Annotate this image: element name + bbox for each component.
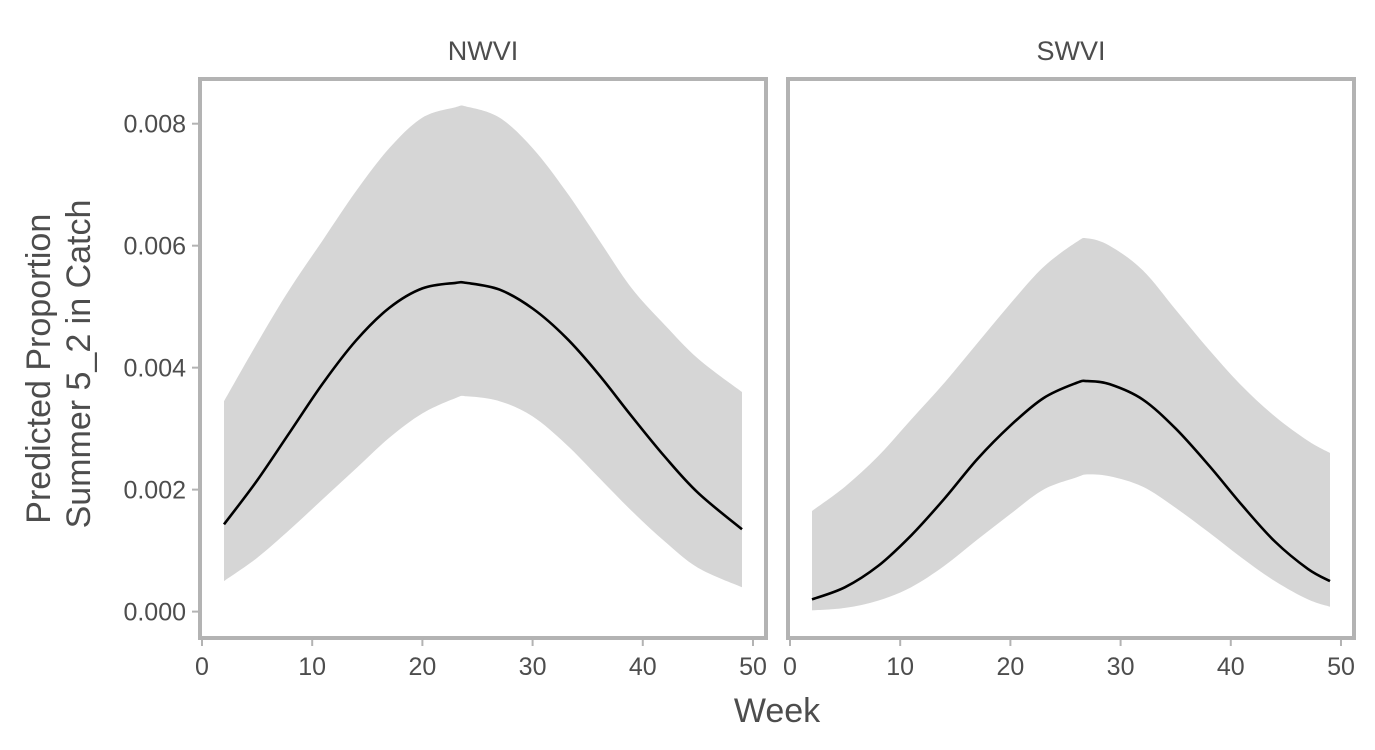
y-axis-title-line-2: Summer 5_2 in Catch	[60, 200, 98, 529]
panel-frame	[786, 77, 1356, 640]
x-tick-label: 50	[1327, 653, 1355, 681]
x-tick-label: 30	[519, 653, 547, 681]
x-tick-label: 50	[739, 653, 767, 681]
panel-title: NWVI	[448, 36, 519, 66]
x-tick-label: 20	[996, 653, 1024, 681]
x-tick-label: 40	[629, 653, 657, 681]
x-tick-label: 10	[298, 653, 326, 681]
panel-nwvi: NWVI 0 10 20 30 40 50 0.000 0.002 0.004 0.006 0.008	[123, 36, 768, 681]
confidence-band	[812, 237, 1330, 611]
y-axis-title: Predicted Proportion Summer 5_2 in Catch	[20, 200, 98, 529]
confidence-band	[224, 105, 742, 588]
x-tick-label: 20	[408, 653, 436, 681]
panel-swvi: SWVI 0 10 20 30 40 50	[783, 36, 1356, 681]
fitted-line	[811, 379, 1331, 601]
y-tick-label: 0.008	[123, 111, 186, 139]
fitted-line	[222, 280, 743, 531]
y-tick-label: 0.002	[123, 477, 186, 505]
x-tick-label: 30	[1107, 653, 1135, 681]
panel-title: SWVI	[1036, 36, 1105, 66]
x-tick-label: 0	[783, 653, 797, 681]
x-tick-label: 40	[1217, 653, 1245, 681]
panels: NWVI 0 10 20 30 40 50 0.000 0.002 0.004 0.006 0.008…	[123, 36, 1356, 681]
x-tick-label: 10	[886, 653, 914, 681]
y-axis-title-line-1: Predicted Proportion	[20, 214, 58, 524]
panel-frame	[198, 77, 768, 640]
y-tick-label: 0.006	[123, 233, 186, 261]
x-tick-label: 0	[195, 653, 209, 681]
y-tick-label: 0.000	[123, 599, 186, 627]
y-tick-label: 0.004	[123, 355, 186, 383]
x-axis-title: Week	[734, 692, 821, 730]
